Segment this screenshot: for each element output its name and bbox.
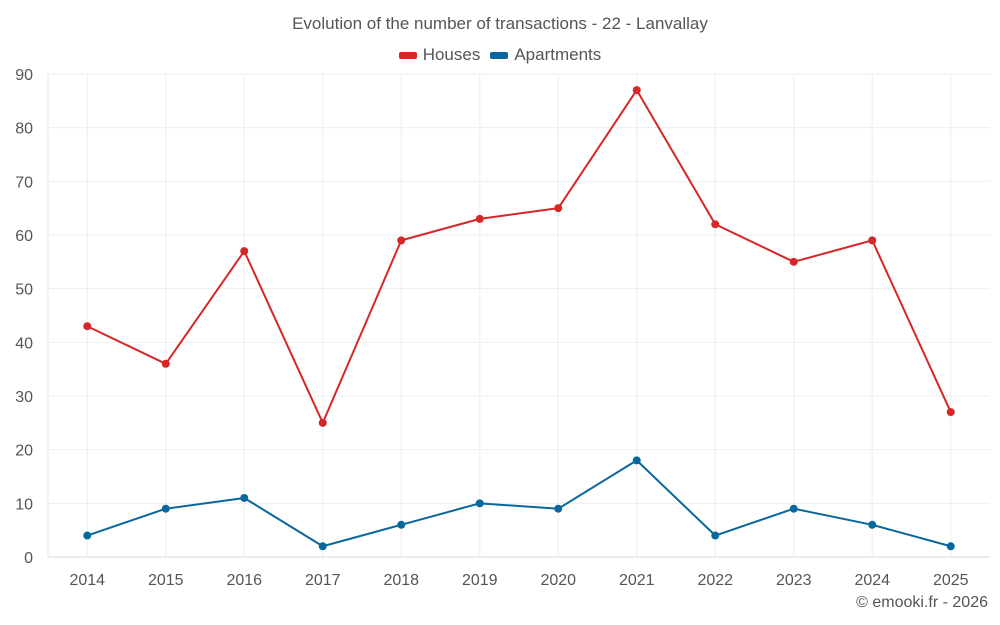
data-point-houses[interactable] bbox=[475, 214, 484, 223]
data-point-apartments[interactable] bbox=[83, 531, 92, 540]
data-point-apartments[interactable] bbox=[711, 531, 720, 540]
series-line-houses bbox=[86, 89, 952, 424]
y-tick-label: 0 bbox=[24, 550, 33, 567]
x-tick-label: 2016 bbox=[226, 572, 262, 589]
y-tick-label: 60 bbox=[15, 228, 33, 245]
data-point-apartments[interactable] bbox=[161, 504, 170, 513]
data-point-houses[interactable] bbox=[868, 236, 877, 245]
data-point-apartments[interactable] bbox=[475, 499, 484, 508]
data-point-houses[interactable] bbox=[632, 86, 641, 95]
data-point-apartments[interactable] bbox=[789, 504, 798, 513]
legend-item-houses[interactable]: Houses bbox=[398, 45, 481, 65]
x-tick-label: 2023 bbox=[776, 572, 812, 589]
data-point-houses[interactable] bbox=[946, 408, 955, 417]
chart-title: Evolution of the number of transactions … bbox=[292, 14, 708, 33]
y-tick-label: 30 bbox=[15, 389, 33, 406]
data-point-apartments[interactable] bbox=[632, 456, 641, 465]
data-point-houses[interactable] bbox=[789, 257, 798, 266]
data-point-houses[interactable] bbox=[161, 359, 170, 368]
x-tick-label: 2014 bbox=[69, 572, 105, 589]
y-tick-label: 50 bbox=[15, 282, 33, 299]
data-point-apartments[interactable] bbox=[554, 504, 563, 513]
data-point-houses[interactable] bbox=[83, 322, 92, 331]
legend-label-apartments: Apartments bbox=[514, 45, 602, 64]
legend-item-apartments[interactable]: Apartments bbox=[490, 45, 601, 65]
legend-swatch-apartments bbox=[490, 51, 509, 59]
y-tick-label: 20 bbox=[15, 443, 33, 460]
x-tick-label: 2022 bbox=[697, 572, 733, 589]
x-tick-label: 2024 bbox=[854, 572, 890, 589]
y-tick-label: 40 bbox=[15, 335, 33, 352]
data-point-houses[interactable] bbox=[318, 418, 327, 427]
x-tick-label: 2025 bbox=[933, 572, 969, 589]
data-point-apartments[interactable] bbox=[946, 542, 955, 551]
x-tick-label: 2015 bbox=[148, 572, 184, 589]
x-tick-label: 2019 bbox=[462, 572, 498, 589]
data-point-apartments[interactable] bbox=[240, 493, 249, 502]
data-point-apartments[interactable] bbox=[397, 520, 406, 529]
footer-credit: © emooki.fr - 2026 bbox=[856, 594, 988, 611]
y-tick-label: 90 bbox=[15, 67, 33, 84]
legend-label-houses: Houses bbox=[422, 45, 481, 64]
legend: Houses Apartments bbox=[0, 45, 1000, 65]
x-tick-label: 2021 bbox=[619, 572, 655, 589]
x-tick-label: 2018 bbox=[383, 572, 419, 589]
y-tick-label: 80 bbox=[15, 121, 33, 138]
data-point-apartments[interactable] bbox=[868, 520, 877, 529]
y-tick-label: 70 bbox=[15, 174, 33, 191]
x-tick-label: 2017 bbox=[305, 572, 341, 589]
series-line-apartments bbox=[86, 459, 952, 548]
y-tick-label: 10 bbox=[15, 496, 33, 513]
legend-swatch-houses bbox=[398, 51, 417, 59]
data-point-apartments[interactable] bbox=[318, 542, 327, 551]
data-point-houses[interactable] bbox=[397, 236, 406, 245]
data-point-houses[interactable] bbox=[711, 220, 720, 229]
x-tick-label: 2020 bbox=[540, 572, 576, 589]
data-point-houses[interactable] bbox=[240, 247, 249, 256]
data-point-houses[interactable] bbox=[554, 204, 563, 213]
